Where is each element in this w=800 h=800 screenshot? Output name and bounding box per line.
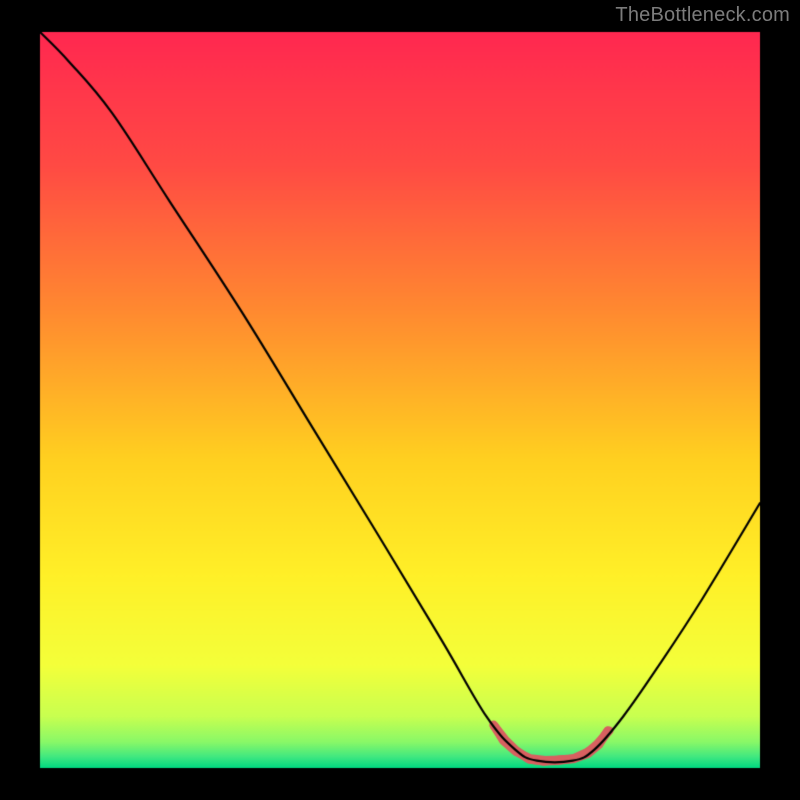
figure-container: TheBottleneck.com — [0, 0, 800, 800]
watermark-text: TheBottleneck.com — [615, 4, 790, 27]
bottleneck-chart — [0, 0, 800, 800]
